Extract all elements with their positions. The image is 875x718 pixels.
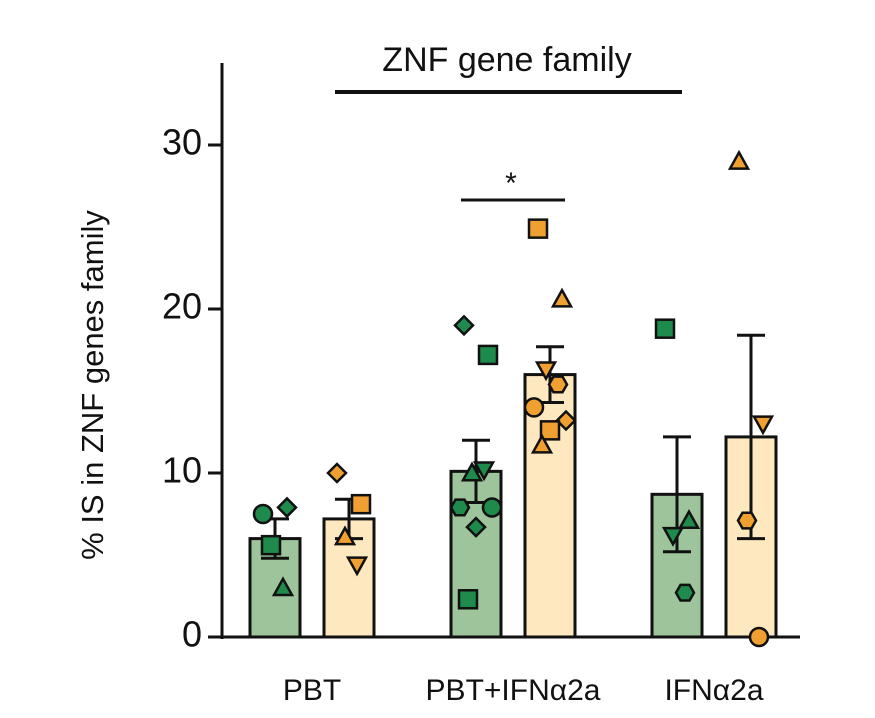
data-point (555, 409, 577, 432)
data-point (527, 218, 549, 239)
data-point (252, 503, 274, 525)
data-point (661, 526, 685, 547)
data-point (530, 433, 554, 454)
data-point (539, 420, 561, 441)
data-point (276, 496, 298, 519)
bar (523, 373, 577, 639)
data-point (674, 583, 696, 602)
data-point (481, 497, 503, 518)
data-point (449, 498, 471, 517)
data-point (260, 534, 282, 556)
data-point (654, 318, 676, 339)
data-point (333, 525, 357, 546)
data-point (453, 314, 475, 337)
y-tick-label: 10 (162, 450, 202, 491)
data-point (523, 397, 545, 418)
data-point (748, 626, 770, 648)
chart-title: ZNF gene family (382, 41, 631, 79)
data-point (534, 361, 558, 382)
x-tick-label: PBT (283, 674, 341, 707)
data-point (550, 287, 574, 308)
data-point (751, 415, 775, 436)
data-point (271, 576, 295, 597)
data-point (736, 511, 758, 530)
y-tick-label: 30 (162, 122, 202, 163)
data-point (677, 508, 701, 530)
data-point (727, 149, 751, 170)
data-point (345, 556, 369, 577)
data-point (465, 516, 487, 538)
data-point (547, 375, 569, 394)
data-point (460, 461, 484, 482)
y-tick-label: 20 (162, 286, 202, 327)
x-tick-label: IFNα2a (664, 674, 763, 707)
significance-label: * (505, 167, 517, 200)
data-point (477, 344, 499, 366)
x-tick-label: PBT+IFNα2a (426, 674, 601, 707)
data-point (326, 462, 348, 484)
data-point (472, 461, 496, 482)
data-point (457, 589, 479, 610)
y-axis-label: % IS in ZNF genes family (75, 210, 110, 560)
data-point (350, 493, 372, 515)
y-tick-label: 0 (182, 614, 202, 655)
